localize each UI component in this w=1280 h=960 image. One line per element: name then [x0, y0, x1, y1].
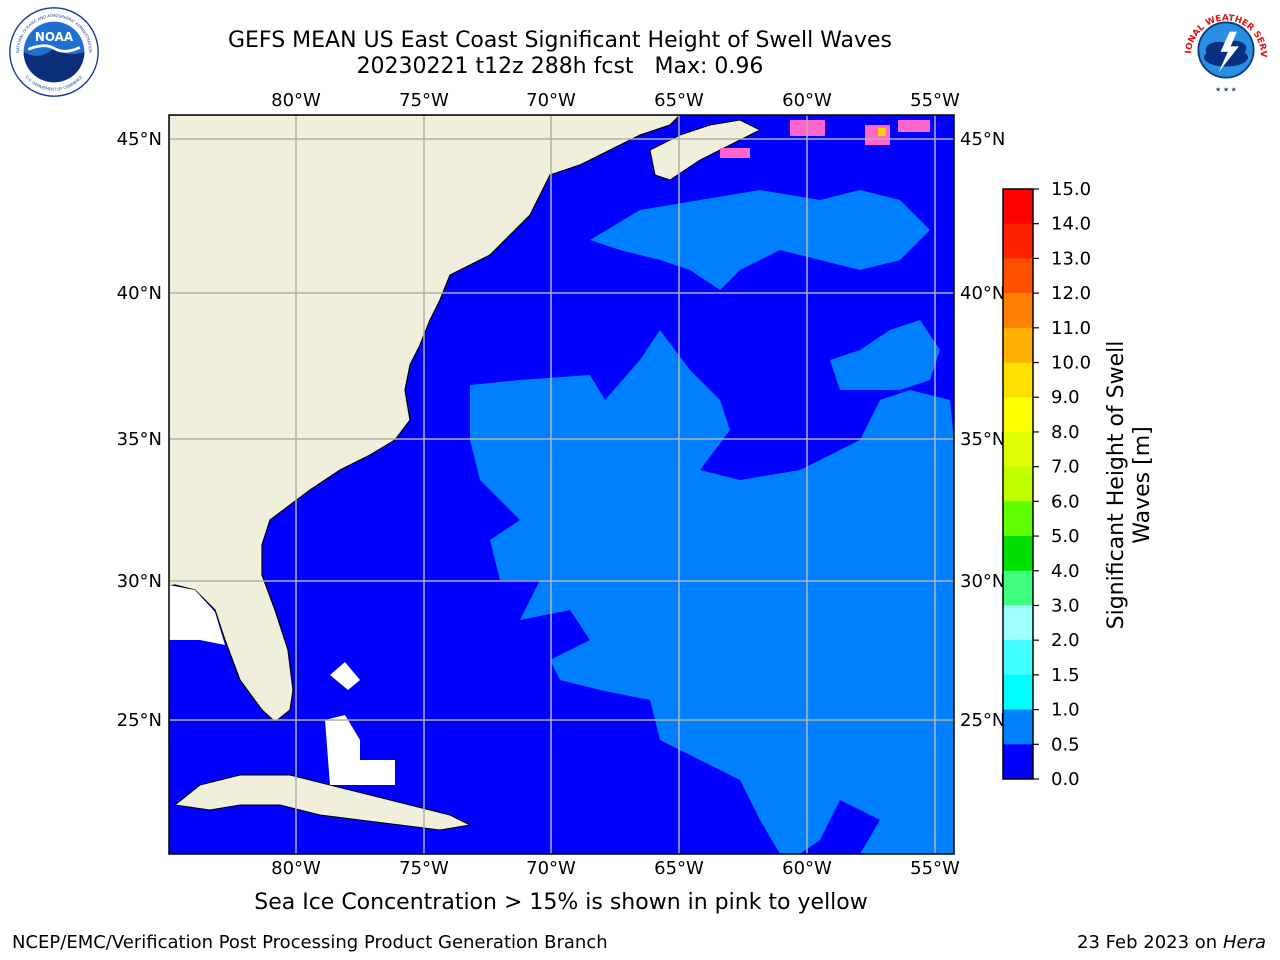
colorbar-segment — [1003, 293, 1033, 329]
machine-name: Hera — [1222, 932, 1266, 953]
map-frame — [168, 114, 955, 855]
lat-label-right: 25°N — [960, 710, 1005, 731]
lon-label-bottom: 55°W — [910, 858, 960, 879]
lat-label-right: 40°N — [960, 283, 1005, 304]
swell-region-0.5-1.0 — [470, 330, 954, 854]
colorbar-tick-label: 14.0 — [1051, 214, 1091, 235]
colorbar-segment — [1003, 605, 1033, 641]
lat-label-left: 25°N — [117, 710, 162, 731]
colorbar-tick-label: 1.5 — [1051, 665, 1080, 686]
chart-subtitle: 20230221 t12z 288h fcst Max: 0.96 — [160, 54, 960, 80]
colorbar-tick-label: 8.0 — [1051, 422, 1080, 443]
colorbar-tick-label: 10.0 — [1051, 353, 1091, 374]
lat-label-right: 35°N — [960, 429, 1005, 450]
colorbar — [1003, 189, 1033, 780]
colorbar-tick-label: 3.0 — [1051, 595, 1080, 616]
run-date: 23 Feb 2023 on — [1077, 932, 1218, 953]
colorbar-segment — [1003, 327, 1033, 364]
land-nova-scotia — [649, 119, 762, 181]
lat-label-right: 45°N — [960, 129, 1005, 150]
colorbar-tick-label: 12.0 — [1051, 283, 1091, 304]
credit-text: NCEP/EMC/Verification Post Processing Pr… — [12, 932, 608, 953]
sea-ice-patch — [720, 148, 750, 158]
colorbar-tick-label: 4.0 — [1051, 561, 1080, 582]
nws-logo: NATIONAL WEATHER SERVICE ★ ★ ★ — [1180, 4, 1271, 95]
colorbar-frame — [1002, 188, 1034, 780]
colorbar-tick-label: 6.0 — [1051, 491, 1080, 512]
lon-label-bottom: 60°W — [782, 858, 832, 879]
noaa-wordmark: NOAA — [35, 30, 74, 44]
swell-region-east — [830, 320, 940, 390]
lon-label-top: 60°W — [782, 90, 832, 111]
colorbar-segment — [1003, 362, 1033, 398]
colorbar-tick-label: 11.0 — [1051, 318, 1091, 339]
lon-label-bottom: 75°W — [399, 858, 449, 879]
lat-label-left: 35°N — [117, 429, 162, 450]
colorbar-label: Significant Height of Swell — [1104, 341, 1129, 630]
shallow-bahamas-north — [330, 662, 360, 690]
date-credit: 23 Feb 2023 on Hera — [1077, 932, 1266, 953]
colorbar-tick-label: 9.0 — [1051, 387, 1080, 408]
shallow-bahamas — [325, 715, 395, 785]
lon-label-bottom: 70°W — [526, 858, 576, 879]
max-value: Max: 0.96 — [654, 54, 764, 79]
lon-label-top: 70°W — [526, 90, 576, 111]
colorbar-segment — [1003, 189, 1033, 225]
colorbar-segment — [1003, 501, 1033, 537]
colorbar-segment — [1003, 397, 1033, 433]
lon-label-top: 80°W — [271, 90, 321, 111]
colorbar-segment — [1003, 674, 1033, 711]
colorbar-segment — [1003, 744, 1033, 780]
lon-label-bottom: 65°W — [654, 858, 704, 879]
swell-region-north — [590, 190, 930, 290]
colorbar-label-units: Waves [m] — [1130, 426, 1155, 543]
lat-label-left: 40°N — [117, 283, 162, 304]
lon-label-bottom: 80°W — [271, 858, 321, 879]
colorbar-segment — [1003, 709, 1033, 745]
sea-ice-patch — [898, 120, 930, 132]
sea-ice-patch — [865, 125, 890, 145]
star-icon: ★ ★ ★ — [1215, 85, 1237, 93]
colorbar-segment — [1003, 466, 1033, 502]
colorbar-segment — [1003, 431, 1033, 468]
run-info: 20230221 t12z 288h fcst — [356, 54, 634, 79]
lon-label-top: 75°W — [399, 90, 449, 111]
land-cuba — [173, 774, 472, 831]
lon-label-top: 65°W — [654, 90, 704, 111]
sea-ice-note: Sea Ice Concentration > 15% is shown in … — [254, 890, 868, 915]
noaa-logo: NOAA NATIONAL OCEANIC AND ATMOSPHERIC AD… — [9, 7, 99, 97]
lon-label-top: 55°W — [910, 90, 960, 111]
colorbar-ticks: 15.0 14.0 13.0 12.0 11.0 10.0 9.0 8.0 7.0 6.0 5.0 4… — [1033, 179, 1091, 790]
colorbar-segment — [1003, 640, 1033, 676]
colorbar-tick-label: 1.0 — [1051, 700, 1080, 721]
colorbar-tick-label: 0.5 — [1051, 734, 1080, 755]
chart-title: GEFS MEAN US East Coast Significant Heig… — [227, 28, 893, 53]
lat-label-right: 30°N — [960, 571, 1005, 592]
colorbar-tick-label: 2.0 — [1051, 630, 1080, 651]
lat-label-left: 30°N — [117, 571, 162, 592]
lat-label-left: 45°N — [117, 129, 162, 150]
colorbar-tick-label: 15.0 — [1051, 179, 1091, 200]
colorbar-segment — [1003, 536, 1033, 572]
colorbar-segment — [1003, 223, 1033, 259]
shallow-gulf — [169, 585, 225, 645]
sea-ice-patch-high — [878, 128, 886, 136]
graticule — [169, 115, 954, 854]
colorbar-tick-label: 13.0 — [1051, 248, 1091, 269]
colorbar-tick-label: 7.0 — [1051, 457, 1080, 478]
colorbar-segment — [1003, 258, 1033, 294]
colorbar-segment — [1003, 570, 1033, 606]
colorbar-tick-label: 5.0 — [1051, 526, 1080, 547]
colorbar-tick-label: 0.0 — [1051, 769, 1080, 790]
